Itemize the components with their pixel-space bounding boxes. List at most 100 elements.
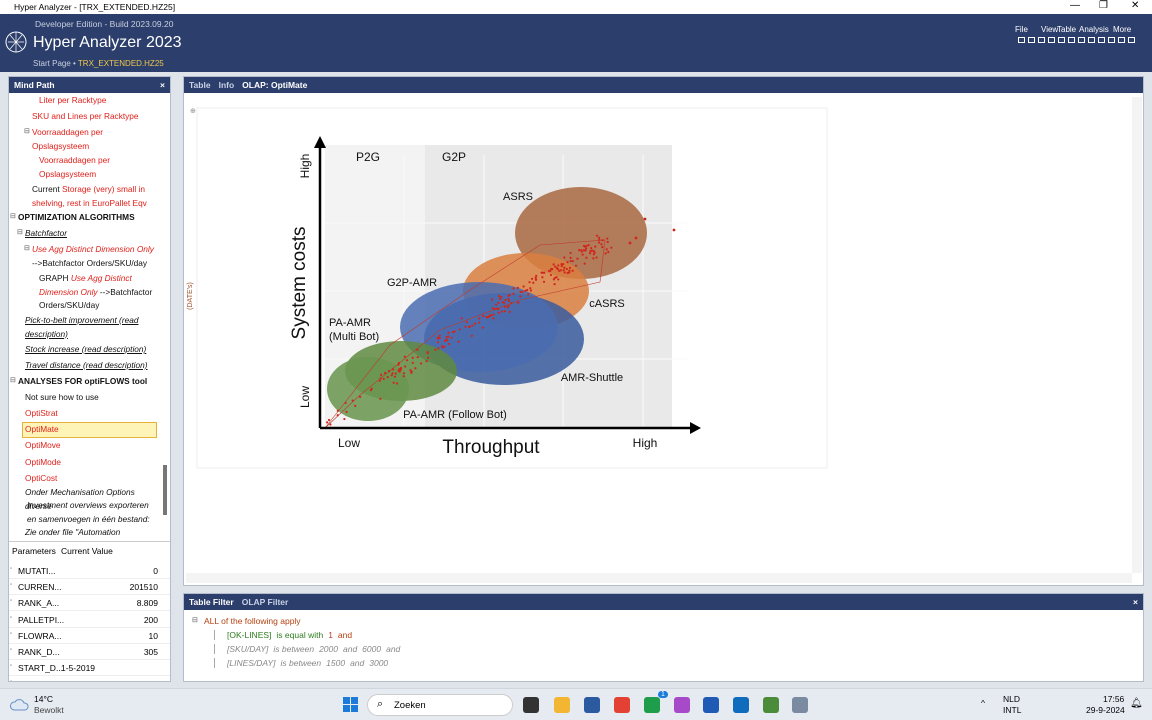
expander[interactable]: ⊟ bbox=[24, 128, 30, 135]
tool-icon[interactable] bbox=[1028, 37, 1035, 43]
tool-icon[interactable] bbox=[1128, 37, 1135, 43]
mind-path-item[interactable]: OptiMode bbox=[25, 456, 157, 470]
tool-icon[interactable] bbox=[1058, 37, 1065, 43]
tool-icon[interactable] bbox=[1048, 37, 1055, 43]
filter-tree: ⊟ ALL of the following apply [OK-LINES] is … bbox=[192, 614, 792, 680]
tray-chevron[interactable]: ^ bbox=[981, 698, 985, 708]
filter-condition[interactable]: [OK-LINES] is equal with 1 and bbox=[214, 630, 357, 640]
tool-icon[interactable] bbox=[1078, 37, 1085, 43]
layout[interactable]: INTL bbox=[1003, 705, 1022, 715]
mind-path-item[interactable]: Liter per Racktype bbox=[39, 94, 157, 108]
mind-path-item[interactable]: Stock increase (read description) bbox=[25, 343, 157, 357]
param-row[interactable]: ▫ RANK_A... 8.809 bbox=[9, 595, 170, 612]
mind-path-item[interactable]: OPTIMIZATION ALGORITHMS bbox=[18, 211, 157, 225]
mind-path-item[interactable]: GRAPH Use Agg Distinct Dimension Only --… bbox=[39, 272, 157, 313]
close[interactable]: ✕ bbox=[1131, 0, 1140, 11]
notifications[interactable]: 🔔︎ bbox=[1130, 698, 1143, 709]
menu-item[interactable]: Analysis bbox=[1079, 25, 1109, 34]
mind-path-item[interactable]: Onder Mechanisation Options diverse bbox=[25, 486, 157, 513]
app-icon[interactable] bbox=[644, 697, 660, 713]
tab[interactable]: Info bbox=[218, 80, 235, 90]
mind-path-item[interactable]: Travel distance (read description) bbox=[25, 359, 157, 373]
menu-item[interactable]: View bbox=[1041, 25, 1059, 34]
tool-icon[interactable] bbox=[1038, 37, 1045, 43]
item-text: Voorraaddagen per Opslagsysteem bbox=[32, 127, 104, 151]
menu-item[interactable]: Table bbox=[1057, 25, 1077, 34]
menu-item[interactable]: More bbox=[1113, 25, 1132, 34]
breadcrumb-file[interactable]: TRX_EXTENDED.HZ25 bbox=[77, 59, 164, 68]
scatter-dot bbox=[501, 300, 504, 304]
date[interactable]: 29-9-2024 bbox=[1086, 705, 1125, 715]
param-row[interactable]: ▫ PALLETPI... 200 bbox=[9, 612, 170, 628]
mind-path-item[interactable]: Zie onder file "Automation bbox=[25, 526, 157, 540]
expander[interactable]: ⊟ bbox=[192, 617, 198, 624]
mind-path-item[interactable]: Current Storage (very) small in shelving… bbox=[32, 183, 157, 210]
maximize[interactable]: ❐ bbox=[1099, 0, 1108, 11]
mind-path-item[interactable]: Not sure how to use bbox=[25, 391, 157, 405]
app-icon[interactable] bbox=[763, 697, 779, 713]
filter-condition[interactable]: [SKU/DAY] is between 2000 and 6000 and bbox=[214, 644, 405, 654]
tool-icon[interactable] bbox=[1098, 37, 1105, 43]
app-icon[interactable] bbox=[703, 697, 719, 713]
tab[interactable]: Table Filter bbox=[189, 597, 234, 607]
expand-icon[interactable]: ⊕ bbox=[190, 108, 196, 115]
mind-path-item[interactable]: SKU and Lines per Racktype bbox=[32, 110, 157, 124]
param-row[interactable]: ▫ CURREN... 201510 bbox=[9, 579, 170, 596]
tool-icon[interactable] bbox=[1088, 37, 1095, 43]
tab[interactable]: OLAP Filter bbox=[241, 597, 289, 607]
start-button[interactable] bbox=[343, 697, 359, 713]
mind-path-item[interactable]: Voorraaddagen per Opslagsysteem bbox=[32, 126, 157, 153]
param-row[interactable]: ▫ START_D... 1-5-2019 bbox=[9, 660, 170, 677]
scatter-dot bbox=[519, 290, 522, 294]
filter-tab-bar: Table Filter OLAP Filter × bbox=[184, 594, 1143, 610]
panel-close[interactable]: × bbox=[1133, 597, 1138, 607]
tab[interactable]: Table bbox=[189, 80, 211, 90]
mind-path-item[interactable]: Pick-to-belt improvement (read descripti… bbox=[25, 314, 157, 341]
breadcrumb-start[interactable]: Start Page bbox=[33, 59, 71, 68]
mind-path-item[interactable]: Voorraaddagen per Opslagsysteem bbox=[39, 154, 157, 181]
param-row[interactable]: ▫ MUTATI... 0 bbox=[9, 563, 170, 579]
param-row[interactable]: ▫ FLOWRA... 10 bbox=[9, 628, 170, 644]
mind-path-item[interactable]: Batchfactor bbox=[25, 227, 157, 241]
app-icon[interactable] bbox=[792, 697, 808, 713]
scatter-dot bbox=[547, 269, 551, 273]
scatter-dot bbox=[471, 324, 474, 327]
tool-icon[interactable] bbox=[1068, 37, 1075, 43]
param-row[interactable]: ▫ END_DATE20-4-2020 bbox=[9, 676, 170, 681]
mind-path-item[interactable]: ANALYSES FOR optiFLOWS tool bbox=[18, 375, 157, 389]
mind-path-item[interactable]: OptiStrat bbox=[25, 407, 157, 421]
scatter-dot bbox=[600, 243, 603, 246]
item-text: Voorraaddagen per Opslagsysteem bbox=[39, 155, 111, 179]
search-icon: ⌕ bbox=[377, 698, 384, 710]
search-box[interactable]: ⌕ Zoeken bbox=[367, 694, 513, 716]
tool-icon[interactable] bbox=[1118, 37, 1125, 43]
expander[interactable]: ⊟ bbox=[24, 245, 30, 252]
scatter-dot bbox=[588, 252, 592, 255]
tool-icon[interactable] bbox=[1108, 37, 1115, 43]
app-icon[interactable] bbox=[614, 697, 630, 713]
panel-header: Mind Path × bbox=[9, 77, 170, 93]
mind-path-item[interactable]: OptiMove bbox=[25, 439, 157, 453]
filter-condition[interactable]: [LINES/DAY] is between 1500 and 3000 bbox=[214, 658, 393, 668]
time[interactable]: 17:56 bbox=[1103, 694, 1125, 704]
tool-icon[interactable] bbox=[1018, 37, 1025, 43]
mind-path-item[interactable]: OptiCost bbox=[25, 472, 157, 486]
lang[interactable]: NLD bbox=[1003, 694, 1021, 704]
tab[interactable]: OLAP: OptiMate bbox=[242, 80, 308, 90]
mind-path-item[interactable]: Use Agg Distinct Dimension Only -->Batch… bbox=[32, 243, 157, 270]
app-icon[interactable] bbox=[523, 697, 539, 713]
expander[interactable]: ⊟ bbox=[10, 213, 16, 220]
expander[interactable]: ⊟ bbox=[17, 229, 23, 236]
param-row[interactable]: ▫ RANK_D... 305 bbox=[9, 644, 170, 660]
app-icon[interactable] bbox=[674, 697, 690, 713]
mind-path-item[interactable]: Investment overviews exporteren en samen… bbox=[27, 499, 157, 526]
mind-path-item[interactable]: OptiMate bbox=[22, 422, 157, 438]
scatter-dot bbox=[527, 293, 530, 296]
menu-item[interactable]: File bbox=[1015, 25, 1028, 34]
app-icon[interactable] bbox=[584, 697, 600, 713]
minimize[interactable]: — bbox=[1070, 0, 1080, 11]
panel-close[interactable]: × bbox=[160, 80, 165, 90]
app-icon[interactable] bbox=[554, 697, 570, 713]
expander[interactable]: ⊟ bbox=[10, 377, 16, 384]
app-icon[interactable] bbox=[733, 697, 749, 713]
